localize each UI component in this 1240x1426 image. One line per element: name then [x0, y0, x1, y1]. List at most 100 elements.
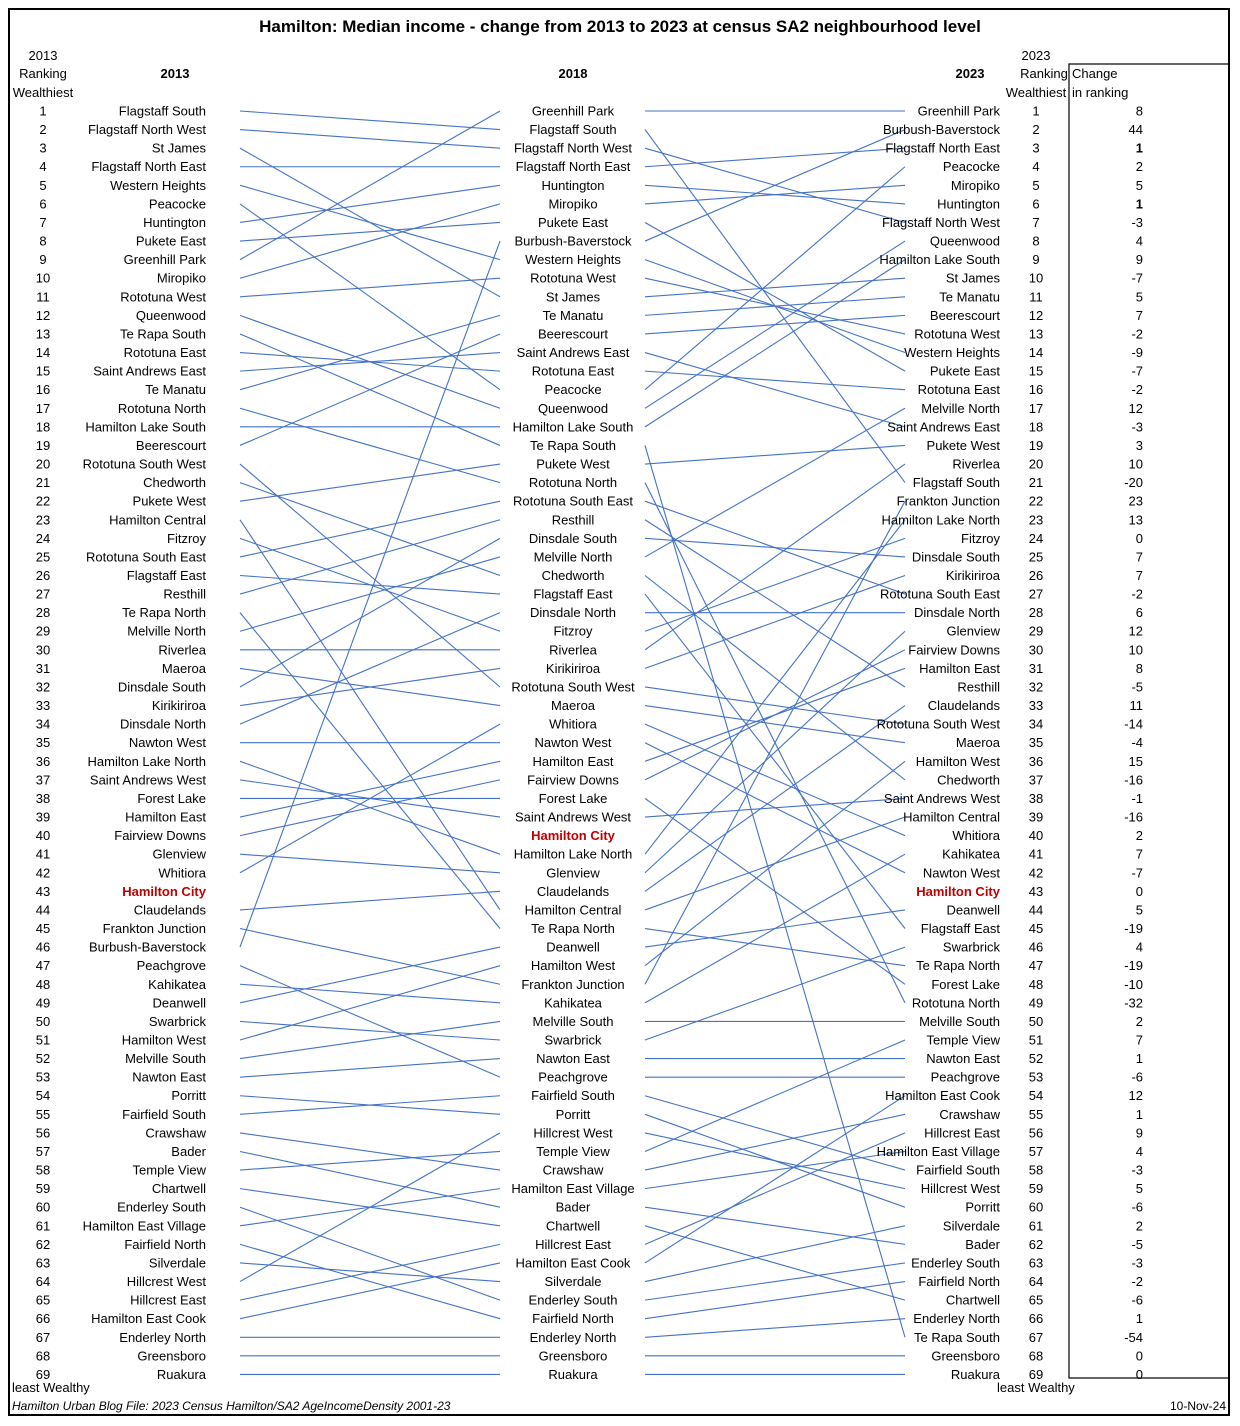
rank-2023-label: 11	[1029, 289, 1043, 304]
connector-2013-2018-rototuna-north	[239, 407, 501, 484]
label-2013-saint-andrews-west: Saint Andrews West	[90, 772, 206, 787]
label-2013-greenhill-park: Greenhill Park	[124, 252, 207, 267]
rank-2023-label: 12	[1029, 308, 1043, 323]
change-value: 8	[1136, 661, 1143, 676]
rank-2013-label: 63	[36, 1255, 50, 1270]
label-2018-fairfield-north: Fairfield North	[532, 1311, 614, 1326]
change-value: 0	[1136, 531, 1143, 546]
change-header-2: in ranking	[1072, 85, 1128, 100]
rank-2013-header-2: Ranking	[19, 66, 67, 81]
rank-2013-label: 66	[36, 1311, 50, 1326]
label-2013-hamilton-central: Hamilton Central	[109, 512, 206, 527]
label-2018-hamilton-city: Hamilton City	[531, 828, 616, 843]
label-2023-rototuna-south-east: Rototuna South East	[880, 587, 1000, 602]
connector-2018-2023-frankton-junction	[644, 500, 906, 985]
change-value: -19	[1124, 921, 1143, 936]
rank-2013-label: 55	[36, 1107, 50, 1122]
rank-2013-label: 43	[36, 884, 50, 899]
connector-2013-2018-saint-andrews-east	[239, 351, 501, 372]
label-2018-hamilton-central: Hamilton Central	[525, 902, 622, 917]
connector-2013-2018-pukete-west	[239, 463, 501, 502]
change-value: 13	[1129, 512, 1143, 527]
connector-2013-2018-flagstaff-north-west	[239, 129, 501, 149]
label-2023-st-james: St James	[946, 271, 1001, 286]
label-2023-forest-lake: Forest Lake	[931, 977, 1000, 992]
label-2013-queenwood: Queenwood	[136, 308, 206, 323]
rank-2023-label: 22	[1029, 494, 1043, 509]
label-2013-silverdale: Silverdale	[149, 1255, 206, 1270]
rank-2013-label: 15	[36, 364, 50, 379]
rank-2023-label: 69	[1029, 1367, 1043, 1382]
connector-2018-2023-forest-lake	[644, 798, 906, 985]
connector-2018-2023-miropiko	[644, 184, 906, 205]
change-value: 8	[1136, 104, 1143, 119]
label-2023-hamilton-west: Hamilton West	[916, 754, 1001, 769]
connector-2018-2023-saint-andrews-west	[644, 797, 906, 818]
connector-2013-2018-crawshaw	[239, 1132, 501, 1171]
label-2013-st-james: St James	[152, 141, 207, 156]
label-2023-whitiora: Whitiora	[952, 828, 1000, 843]
change-value: 5	[1136, 178, 1143, 193]
label-2013-bader: Bader	[171, 1144, 206, 1159]
label-2018-crawshaw: Crawshaw	[543, 1163, 604, 1178]
connector-2018-2023-peacocke	[644, 166, 906, 391]
label-2023-resthill: Resthill	[957, 679, 1000, 694]
label-2013-pukete-west: Pukete West	[133, 494, 207, 509]
label-2013-flagstaff-north-west: Flagstaff North West	[88, 122, 206, 137]
label-2013-rototuna-east: Rototuna East	[124, 345, 207, 360]
change-value: 0	[1136, 1367, 1143, 1382]
rank-2013-label: 1	[39, 104, 46, 119]
label-2018-nawton-west: Nawton West	[534, 735, 611, 750]
label-2023-peachgrove: Peachgrove	[931, 1070, 1000, 1085]
label-2023-crawshaw: Crawshaw	[939, 1107, 1000, 1122]
connector-2013-2018-glenview	[239, 853, 501, 874]
label-2018-hillcrest-west: Hillcrest West	[533, 1125, 613, 1140]
change-value: 0	[1136, 884, 1143, 899]
rank-2023-label: 7	[1032, 215, 1039, 230]
rank-2013-label: 7	[39, 215, 46, 230]
label-2013-hamilton-west: Hamilton West	[122, 1033, 207, 1048]
rank-2013-label: 30	[36, 642, 50, 657]
label-2023-maeroa: Maeroa	[956, 735, 1001, 750]
label-2013-deanwell: Deanwell	[153, 995, 207, 1010]
connector-2018-2023-pukete-west	[644, 444, 906, 465]
connector-2013-2018-dinsdale-north	[239, 612, 501, 725]
connector-2018-2023-maeroa	[644, 705, 906, 744]
rank-2013-label: 20	[36, 457, 50, 472]
label-2023-flagstaff-south: Flagstaff South	[913, 475, 1000, 490]
rank-2013-label: 44	[36, 902, 50, 917]
label-2023-temple-view: Temple View	[927, 1033, 1001, 1048]
rank-2013-label: 64	[36, 1274, 50, 1289]
label-2023-rototuna-north: Rototuna North	[912, 995, 1000, 1010]
rank-2023-label: 29	[1029, 624, 1043, 639]
connector-2013-2018-temple-view	[239, 1150, 501, 1171]
connector-2018-2023-fitzroy	[644, 537, 906, 632]
change-value: 7	[1136, 568, 1143, 583]
label-2013-flagstaff-east: Flagstaff East	[127, 568, 207, 583]
connector-2018-2023-kirikiriroa	[644, 574, 906, 669]
change-value: 12	[1129, 1088, 1143, 1103]
label-2023-chedworth: Chedworth	[937, 772, 1000, 787]
change-value: -6	[1131, 1293, 1143, 1308]
rank-2023-label: 57	[1029, 1144, 1043, 1159]
label-2013-crawshaw: Crawshaw	[145, 1125, 206, 1140]
change-value: 12	[1129, 401, 1143, 416]
rank-2023-label: 38	[1029, 791, 1043, 806]
label-2013-hamilton-east: Hamilton East	[125, 810, 206, 825]
rank-2023-label: 1	[1032, 104, 1039, 119]
connector-2013-2018-enderley-south	[239, 1206, 501, 1301]
rank-2023-label: 65	[1029, 1293, 1043, 1308]
rank-2013-label: 26	[36, 568, 50, 583]
rank-2023-label: 47	[1029, 958, 1043, 973]
label-2018-hamilton-east: Hamilton East	[533, 754, 614, 769]
rank-2023-label: 63	[1029, 1255, 1043, 1270]
rank-2023-label: 55	[1029, 1107, 1043, 1122]
label-2023-hillcrest-east: Hillcrest East	[924, 1125, 1000, 1140]
change-value: -2	[1131, 587, 1143, 602]
label-2023-fitzroy: Fitzroy	[961, 531, 1001, 546]
label-2023-rototuna-east: Rototuna East	[918, 382, 1001, 397]
label-2013-hamilton-east-village: Hamilton East Village	[83, 1218, 206, 1233]
change-value: -5	[1131, 679, 1143, 694]
rank-2013-label: 48	[36, 977, 50, 992]
rank-2013-label: 31	[36, 661, 50, 676]
